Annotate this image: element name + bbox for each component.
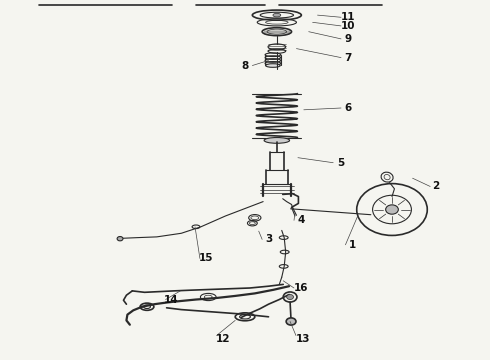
Text: 2: 2 xyxy=(433,181,440,192)
Text: 7: 7 xyxy=(344,53,352,63)
Text: 5: 5 xyxy=(337,158,344,168)
Text: 15: 15 xyxy=(198,253,213,264)
Text: 16: 16 xyxy=(294,283,309,293)
Text: 10: 10 xyxy=(341,21,355,31)
Text: 4: 4 xyxy=(297,215,305,225)
Circle shape xyxy=(287,294,294,300)
Text: 12: 12 xyxy=(216,334,230,344)
Text: 13: 13 xyxy=(295,334,310,344)
Ellipse shape xyxy=(273,13,281,17)
Ellipse shape xyxy=(264,138,290,143)
Circle shape xyxy=(117,237,123,241)
Text: 8: 8 xyxy=(242,60,248,71)
Text: 6: 6 xyxy=(344,103,351,113)
Circle shape xyxy=(286,318,296,325)
Text: 14: 14 xyxy=(164,294,179,305)
Ellipse shape xyxy=(266,64,280,67)
Text: 3: 3 xyxy=(265,234,272,244)
Text: 9: 9 xyxy=(344,34,351,44)
Text: 11: 11 xyxy=(341,12,355,22)
Text: 1: 1 xyxy=(349,240,356,250)
Circle shape xyxy=(386,205,398,214)
